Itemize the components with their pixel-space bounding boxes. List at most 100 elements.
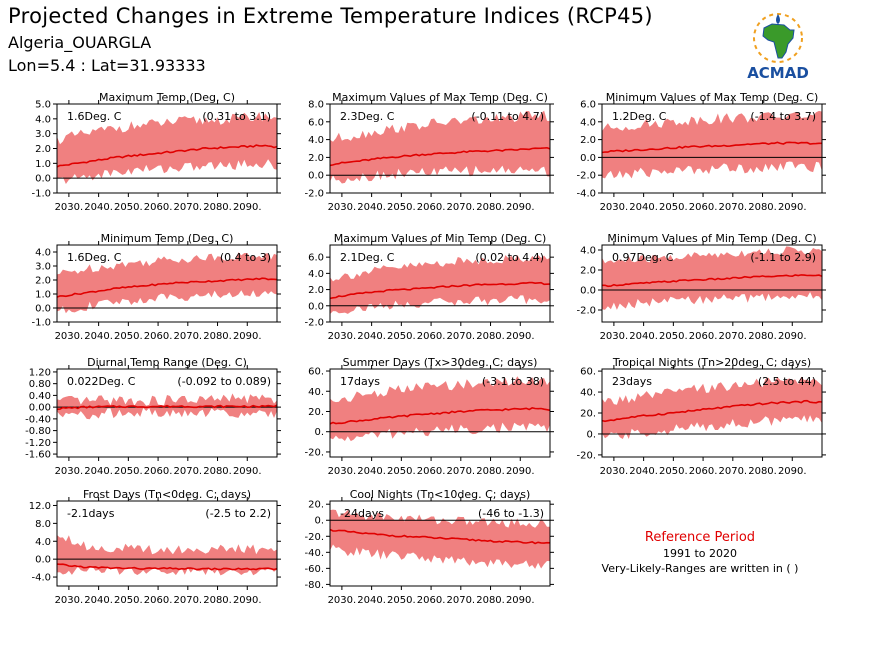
x-tick-label: 2040.: [84, 595, 113, 606]
mean-line: [56, 144, 278, 168]
y-tick-label: -20.: [576, 450, 596, 461]
x-tick-label: 2080.: [748, 466, 777, 477]
x-tick-label: 2090.: [506, 595, 535, 606]
x-tick-label: 2030.: [55, 595, 84, 606]
y-tick-label: 4.0: [35, 248, 51, 259]
y-tick-label: 0.0: [308, 171, 324, 182]
x-tick-label: 2060.: [689, 466, 718, 477]
x-tick-label: 2070.: [446, 202, 475, 213]
x-tick-label: 2070.: [718, 466, 747, 477]
reference-period-box: Reference Period 1991 to 2020 Very-Likel…: [590, 530, 810, 575]
x-tick-label: 2080.: [203, 595, 232, 606]
y-tick-label: 6.0: [308, 117, 324, 128]
panel-title: Minimum Values of Min Temp (Deg. C): [607, 232, 816, 245]
x-tick-label: 2090.: [506, 331, 535, 342]
y-tick-label: 0.: [314, 516, 324, 527]
y-tick-label: 0.0: [35, 174, 51, 185]
panel-3: -4.0 -2.0 0.0 2.0 4.0 6.0 2030. 2040. 2050. 2060.…: [576, 91, 826, 213]
range-band: [330, 255, 550, 315]
panel-title: Minimum Values of Max Temp (Deg. C): [606, 91, 819, 104]
x-tick-label: 2050.: [659, 331, 688, 342]
y-tick-label: 8.0: [308, 100, 324, 111]
y-tick-label: -2.0: [576, 171, 596, 182]
panel-1: 0.0 1.0 2.0 3.0 4.0 5.0 -1.0 2030. 2040. 2050. 206…: [31, 91, 281, 213]
y-tick-label: 2.0: [308, 285, 324, 296]
x-tick-label: 2030.: [600, 466, 629, 477]
x-tick-label: 2040.: [84, 466, 113, 477]
reference-period-years: 1991 to 2020: [662, 547, 738, 560]
plot-frame: [56, 368, 278, 458]
y-tick-label: 40.: [580, 388, 596, 399]
y-tick-label: 4.0: [308, 135, 324, 146]
y-tick-label: 2.0: [580, 266, 596, 277]
x-tick-label: 2060.: [144, 331, 173, 342]
x-tick-label: 2080.: [476, 331, 505, 342]
y-tick-label: 40.: [308, 387, 324, 398]
likely-range: (-1.4 to 3.7): [750, 110, 816, 123]
x-tick-label: 2090.: [506, 466, 535, 477]
panel-title: Summer Days (Tx>30deg. C; days): [343, 356, 538, 369]
x-tick-label: 2090.: [778, 466, 807, 477]
water-drop-icon: [776, 14, 780, 24]
x-tick-label: 2030.: [328, 595, 357, 606]
x-tick-label: 2060.: [144, 202, 173, 213]
panel-title: Tropical Nights (Tn>20deg. C; days): [612, 356, 811, 369]
panel-7: -1.60-1.20-0.80-0.400.000.400.801.20 2030…: [25, 356, 281, 477]
x-tick-label: 2040.: [357, 466, 386, 477]
y-tick-label: 0.0: [35, 304, 51, 315]
y-tick-label: 0.: [314, 427, 324, 438]
y-tick-label: 2.0: [580, 135, 596, 146]
logo-wordmark: ACMAD: [747, 64, 809, 82]
y-tick-label: 20.: [308, 500, 324, 511]
range-band: [602, 110, 822, 179]
y-tick-label: 4.0: [580, 117, 596, 128]
x-tick-label: 2090.: [233, 202, 262, 213]
y-tick-label: 4.0: [35, 114, 51, 125]
y-tick-label: -20.: [304, 447, 324, 458]
x-tick-label: 2050.: [114, 595, 143, 606]
x-tick-label: 2050.: [387, 466, 416, 477]
x-tick-label: 2090.: [506, 202, 535, 213]
likely-range: (2.5 to 44): [758, 375, 816, 388]
y-tick-label: 5.0: [35, 100, 51, 111]
likely-range: (-0.092 to 0.089): [177, 375, 271, 388]
panel-title: Maximum Values of Max Temp (Deg. C): [332, 91, 548, 104]
y-tick-label: 12.0: [29, 501, 51, 512]
africa-map-icon: [762, 23, 795, 59]
y-tick-label: -2.0: [304, 189, 324, 200]
y-tick-label: 0.40: [29, 391, 51, 402]
y-tick-label: 0.0: [35, 555, 51, 566]
x-tick-label: 2030.: [328, 466, 357, 477]
change-value: 2.3Deg. C: [340, 110, 395, 123]
likely-range: (-1.1 to 2.9): [750, 251, 816, 264]
mean-line: [601, 141, 822, 154]
mean-line: [329, 281, 551, 300]
x-tick-label: 2040.: [357, 202, 386, 213]
mean-line: [329, 407, 551, 425]
x-tick-label: 2080.: [748, 331, 777, 342]
x-tick-label: 2050.: [114, 331, 143, 342]
x-tick-label: 2080.: [476, 595, 505, 606]
x-tick-label: 2060.: [417, 595, 446, 606]
y-tick-label: 1.0: [35, 290, 51, 301]
likely-range: (-2.5 to 2.2): [205, 507, 271, 520]
x-tick-label: 2070.: [446, 466, 475, 477]
x-tick-label: 2090.: [233, 595, 262, 606]
y-tick-label: 0.0: [580, 286, 596, 297]
acmad-logo-graphic: ACMAD: [747, 13, 809, 82]
y-tick-label: 20.: [580, 409, 596, 420]
y-tick-label: -0.80: [25, 426, 51, 437]
y-tick-label: 4.0: [35, 537, 51, 548]
x-tick-label: 2050.: [659, 466, 688, 477]
panel-title: Cool Nights (Tn<10deg. C; days): [350, 488, 531, 501]
mean-line: [602, 274, 823, 288]
change-value: -2.1days: [67, 507, 115, 520]
location-label: Algeria_OUARGLA: [8, 33, 152, 52]
change-value: -24days: [340, 507, 384, 520]
panel-9: -20. 0. 20. 40. 60. 2030. 2040. 2050. 2060. 2070.…: [576, 356, 826, 477]
y-tick-label: -20.: [304, 532, 324, 543]
change-value: 23days: [612, 375, 652, 388]
y-tick-label: 2.0: [35, 276, 51, 287]
